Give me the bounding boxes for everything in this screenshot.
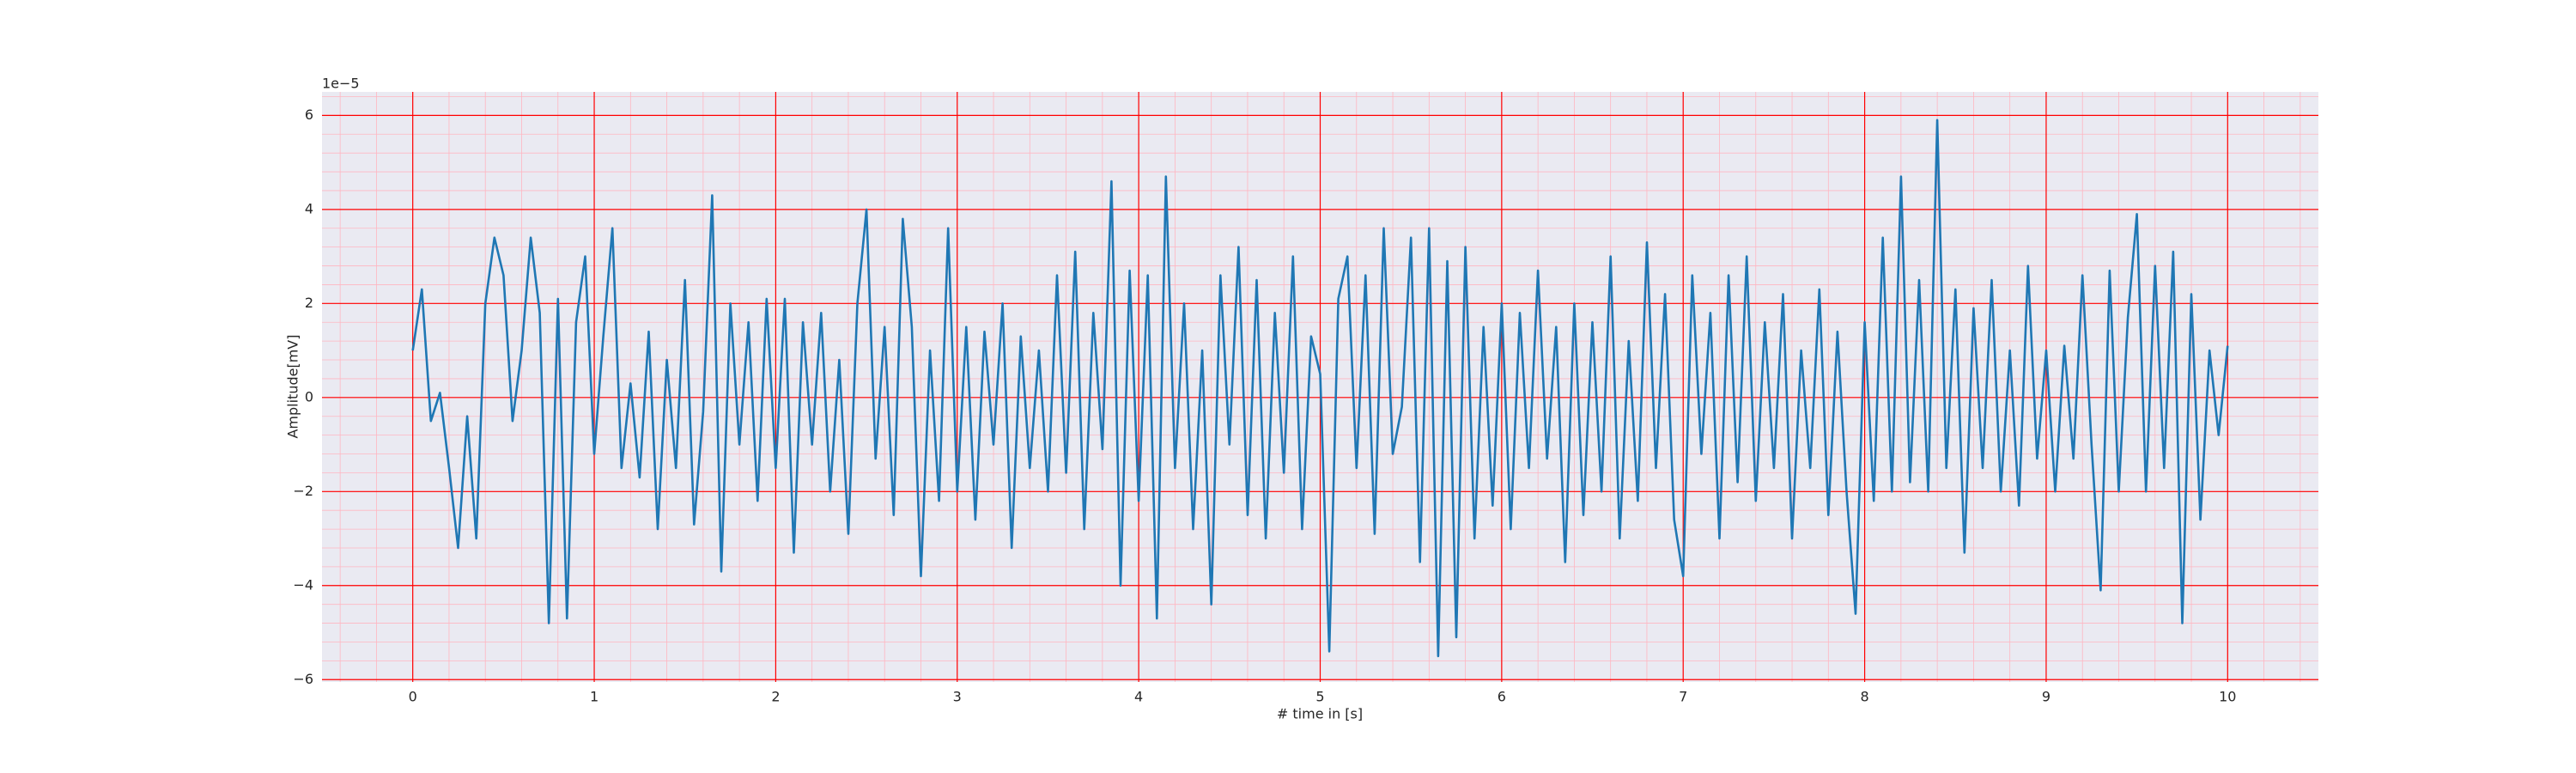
x-tick-label: 1 [590,689,598,705]
y-tick-label: −4 [293,576,313,593]
x-tick-label: 5 [1315,689,1324,705]
signal-line [411,119,2229,658]
marks [411,119,2229,658]
x-tick-label: 8 [1860,689,1868,705]
y-tick-label: −6 [293,671,313,687]
y-tick-label: 2 [305,295,313,311]
x-axis-label: # time in [s] [1277,706,1363,722]
offset-text: 1e−5 [322,76,360,92]
y-tick-label: 4 [305,200,313,216]
x-tick-label: 9 [2042,689,2050,705]
y-axis-label: Amplitude[mV] [285,334,301,438]
x-tick-label: 2 [771,689,780,705]
x-tick-label: 3 [953,689,962,705]
x-tick-label: 6 [1498,689,1506,705]
x-tick-label: 0 [409,689,417,705]
x-tick-label: 4 [1134,689,1143,705]
y-tick-label: 0 [305,388,313,405]
y-tick-label: −2 [293,483,313,499]
x-tick-label: 10 [2219,689,2236,705]
x-tick-label: 7 [1679,689,1687,705]
y-tick-label: 6 [305,107,313,123]
